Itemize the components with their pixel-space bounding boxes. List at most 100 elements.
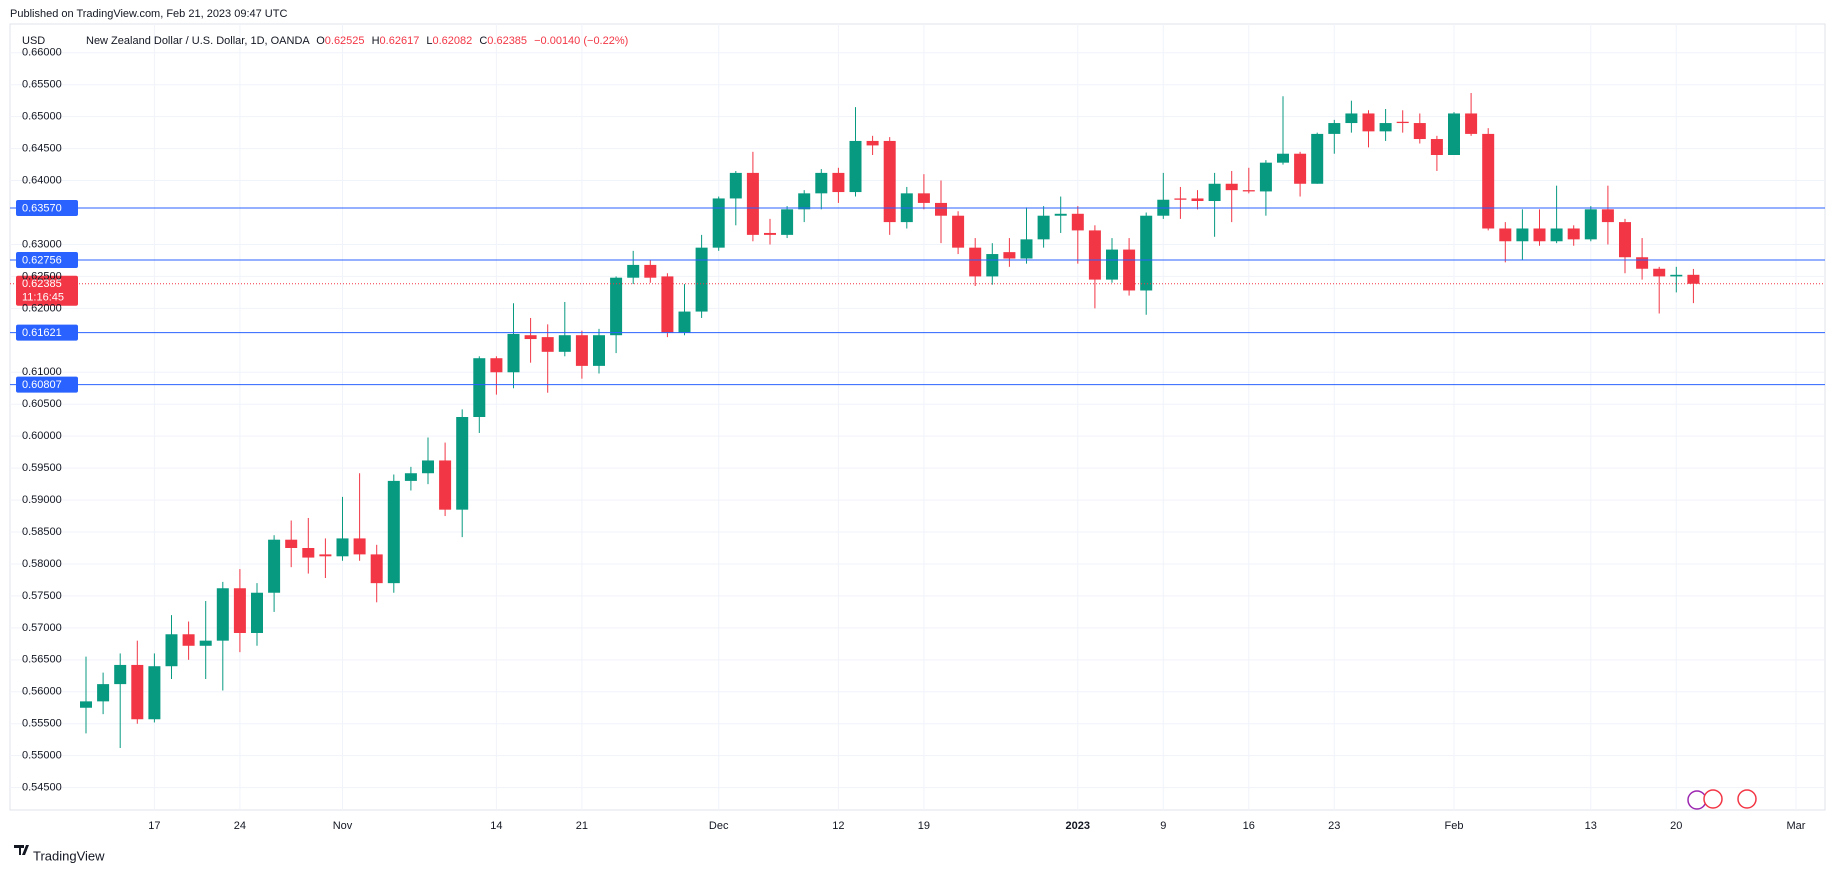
x-tick-label: 16 xyxy=(1243,820,1255,832)
candle-body xyxy=(1430,139,1443,155)
x-tick-label: 9 xyxy=(1160,820,1166,832)
y-tick-label: 0.59500 xyxy=(22,462,62,474)
y-tick-label: 0.55500 xyxy=(22,718,62,730)
close-value: 0.62385 xyxy=(487,35,527,47)
candle-body xyxy=(593,335,605,366)
high-value: 0.62617 xyxy=(380,35,420,47)
candle-body xyxy=(917,193,930,203)
candle-body xyxy=(883,140,896,223)
candle-body xyxy=(1636,257,1649,269)
x-tick-label: Nov xyxy=(333,820,353,832)
y-tick-label: 0.65000 xyxy=(22,111,62,123)
candle-body xyxy=(1123,249,1136,291)
event-icon xyxy=(1703,789,1723,809)
candle-body xyxy=(182,634,195,646)
candle-body xyxy=(199,640,212,646)
candle-body xyxy=(729,172,742,199)
legend: New Zealand Dollar / U.S. Dollar, 1D, OA… xyxy=(86,35,628,47)
candle-body xyxy=(712,198,725,248)
y-tick-label: 0.54500 xyxy=(22,782,62,794)
low-value: 0.62082 xyxy=(433,35,473,47)
x-tick-label: 13 xyxy=(1585,820,1597,832)
open-label: O xyxy=(316,35,325,47)
candle-body xyxy=(798,193,811,210)
y-tick-label: 0.60500 xyxy=(22,398,62,410)
candle-body xyxy=(1396,121,1409,124)
candle-body xyxy=(422,460,434,474)
y-tick-label: 0.60000 xyxy=(22,430,62,442)
level-label-box xyxy=(16,252,78,269)
candle-body xyxy=(524,335,537,340)
candle-body xyxy=(764,232,776,235)
x-tick-label: 23 xyxy=(1328,820,1340,832)
y-tick-label: 0.58500 xyxy=(22,526,62,538)
candle-body xyxy=(1670,274,1683,277)
level-label: 0.61621 xyxy=(22,327,62,339)
candle-body xyxy=(97,684,110,702)
candle-body xyxy=(815,172,828,194)
y-tick-label: 0.64000 xyxy=(22,174,62,186)
event-icon xyxy=(1687,790,1707,810)
close-label: C xyxy=(479,35,487,47)
x-tick-label: 19 xyxy=(918,820,930,832)
last-price-box xyxy=(16,275,78,306)
candle-body xyxy=(1567,228,1580,240)
candle-body xyxy=(866,140,879,146)
candle-body xyxy=(986,254,999,277)
candle-body xyxy=(1482,133,1495,229)
event-icon xyxy=(1737,789,1757,809)
candle-body xyxy=(969,247,982,277)
candle-body xyxy=(1106,249,1118,280)
high-label: H xyxy=(372,35,380,47)
level-label-box xyxy=(16,376,78,393)
candle-body xyxy=(1140,215,1153,291)
candle-body xyxy=(1653,268,1666,277)
candle-body xyxy=(1328,123,1341,134)
candle-body xyxy=(353,538,366,555)
y-tick-label: 0.56000 xyxy=(22,686,62,698)
candle-body xyxy=(387,480,400,584)
candle-body xyxy=(695,247,708,312)
x-tick-label: 2023 xyxy=(1066,820,1090,832)
change: −0.00140 (−0.22%) xyxy=(534,35,628,47)
candle-body xyxy=(1259,162,1272,192)
candle-body xyxy=(114,664,127,685)
candle-body xyxy=(1191,198,1204,202)
candle-body xyxy=(1242,190,1255,192)
y-tick-label: 0.64500 xyxy=(22,143,62,155)
candle-body xyxy=(1054,213,1067,216)
candle-body xyxy=(1277,153,1289,163)
level-label: 0.60807 xyxy=(22,379,62,391)
candle-body xyxy=(370,554,383,584)
candle-body xyxy=(216,588,229,641)
candle-body xyxy=(1413,123,1426,140)
open-value: 0.62525 xyxy=(325,35,365,47)
level-label-box xyxy=(16,200,78,217)
y-tick-label: 0.57500 xyxy=(22,590,62,602)
countdown: 11:16:45 xyxy=(22,292,64,304)
candle-body xyxy=(439,460,452,510)
grid xyxy=(10,24,1825,810)
y-tick-label: 0.61000 xyxy=(22,366,62,378)
candle-body xyxy=(558,335,571,352)
last-price-label: 0.62385 xyxy=(22,278,62,290)
x-tick-label: Dec xyxy=(709,820,729,832)
candle-body xyxy=(456,417,469,510)
candle-body xyxy=(285,539,298,548)
candle-body xyxy=(473,358,486,417)
candle-body xyxy=(1225,183,1238,191)
x-tick-label: 21 xyxy=(576,820,588,832)
x-tick-label: Mar xyxy=(1787,820,1806,832)
x-tick-label: 12 xyxy=(832,820,844,832)
candle-body xyxy=(165,634,178,667)
candle-body xyxy=(507,333,520,373)
y-tick-label: 0.56500 xyxy=(22,654,62,666)
x-tick-label: 17 xyxy=(148,820,160,832)
candle-body xyxy=(644,264,657,278)
candle-body xyxy=(627,264,640,278)
event-icons xyxy=(1687,789,1757,810)
low-label: L xyxy=(426,35,432,47)
candle-body xyxy=(781,209,794,235)
candle-body xyxy=(404,473,417,481)
